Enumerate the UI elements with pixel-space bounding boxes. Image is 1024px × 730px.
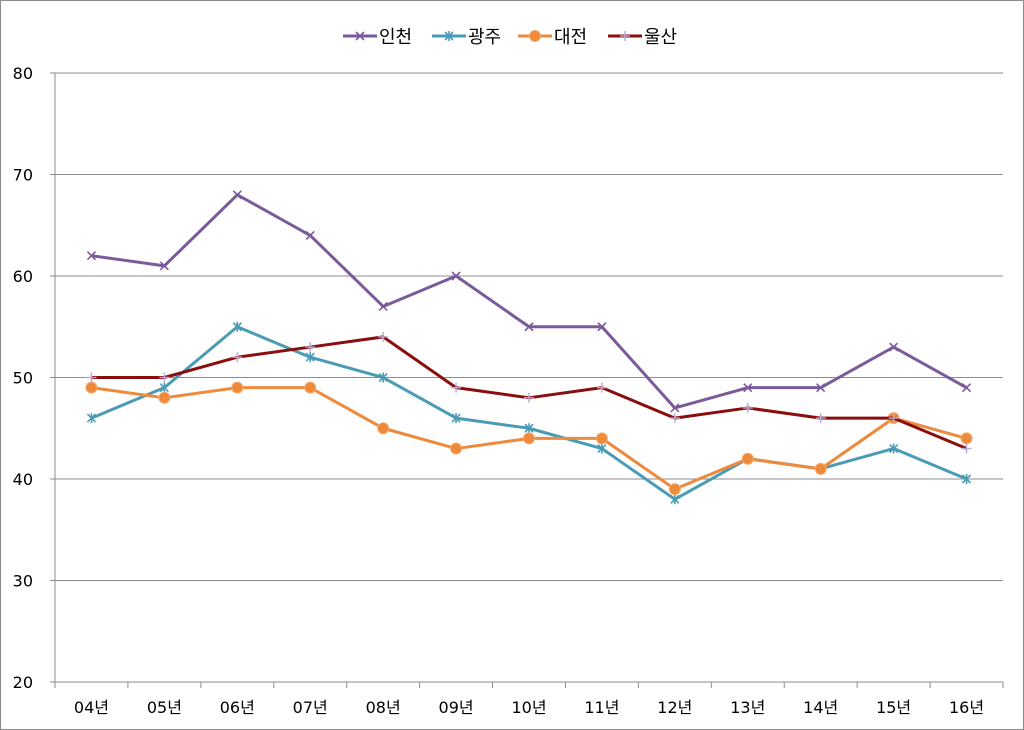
x-tick-label: 07년 — [293, 698, 328, 717]
legend-item: 광주 — [432, 27, 501, 48]
series-layer — [85, 190, 973, 505]
data-point — [451, 271, 461, 281]
data-point — [232, 321, 242, 332]
data-point — [668, 483, 681, 496]
series-광주 — [86, 321, 972, 505]
y-tick-label: 70 — [13, 166, 33, 185]
x-tick-label: 09년 — [439, 698, 474, 717]
y-tick-label: 20 — [13, 673, 33, 692]
x-tick-label: 06년 — [220, 698, 255, 717]
data-point — [960, 432, 973, 445]
legend: 인천 광주 대전 울산 — [343, 27, 677, 48]
data-point — [231, 381, 244, 394]
data-point — [305, 230, 315, 240]
legend-item: 울산 — [608, 27, 677, 48]
data-point — [669, 413, 680, 424]
data-point — [670, 403, 680, 413]
x-tick-label: 10년 — [511, 698, 546, 717]
data-point — [816, 383, 826, 393]
x-tick-label: 08년 — [366, 698, 401, 717]
data-point — [889, 443, 899, 454]
x-tick-label: 05년 — [147, 698, 182, 717]
data-point — [523, 432, 535, 445]
data-point — [524, 392, 534, 403]
data-point — [305, 352, 315, 363]
y-axis-ticks: 20 30 40 50 60 70 80 — [13, 64, 55, 692]
data-point — [741, 452, 754, 465]
x-tick-label: 14년 — [803, 698, 838, 717]
data-point — [889, 342, 899, 352]
y-tick-label: 60 — [13, 267, 33, 286]
x-tick-label: 13년 — [730, 698, 765, 717]
x-tick-label: 04년 — [74, 698, 109, 717]
data-point — [451, 413, 461, 424]
data-point — [378, 301, 388, 312]
data-point — [232, 352, 243, 363]
data-point — [232, 190, 242, 200]
data-point — [596, 382, 607, 393]
x-axis-ticks: 04년 05년 06년 07년 08년 09년 10년 11년 12년 13년 14년 15년 16년 — [54, 682, 1004, 717]
series-울산 — [86, 331, 972, 454]
data-point — [305, 342, 316, 353]
data-point — [961, 474, 972, 484]
legend-label: 울산 — [644, 27, 677, 48]
data-point — [159, 382, 169, 393]
x-tick-label: 15년 — [876, 698, 911, 717]
legend-marker — [444, 31, 454, 41]
series-line — [90, 325, 968, 501]
data-point — [86, 372, 97, 383]
legend-marker — [529, 30, 541, 42]
data-point — [595, 432, 608, 445]
data-point — [86, 251, 97, 261]
y-tick-label: 50 — [13, 369, 33, 388]
data-point — [597, 322, 607, 332]
data-point — [450, 442, 463, 455]
legend-item: 대전 — [518, 27, 587, 48]
legend-label: 광주 — [468, 27, 501, 48]
y-tick-label: 30 — [13, 572, 33, 591]
data-point — [743, 383, 753, 393]
y-tick-label: 80 — [13, 64, 33, 83]
legend-item: 인천 — [343, 27, 412, 48]
series-line — [91, 193, 968, 410]
data-point — [159, 372, 170, 383]
data-point — [961, 443, 972, 454]
x-tick-label: 12년 — [657, 698, 692, 717]
data-point — [597, 443, 607, 454]
x-tick-label: 11년 — [584, 698, 619, 717]
data-point — [961, 383, 972, 393]
data-point — [524, 423, 534, 434]
data-point — [159, 261, 169, 271]
y-tick-label: 40 — [13, 470, 33, 489]
legend-label: 대전 — [554, 27, 587, 48]
data-point — [86, 413, 97, 424]
data-point — [815, 413, 826, 424]
data-point — [85, 381, 98, 394]
data-point — [304, 381, 317, 394]
data-point — [378, 372, 388, 383]
x-tick-label: 16년 — [949, 698, 984, 717]
data-point — [742, 402, 753, 413]
legend-label: 인천 — [379, 27, 412, 48]
data-point — [378, 331, 389, 342]
legend-marker — [355, 31, 365, 41]
data-point — [670, 494, 680, 505]
gridlines — [55, 72, 1003, 581]
data-point — [524, 322, 534, 332]
series-인천 — [86, 190, 972, 413]
data-point — [158, 391, 171, 404]
data-point — [888, 413, 899, 424]
data-point — [814, 462, 827, 475]
legend-marker — [620, 31, 630, 41]
data-point — [451, 382, 462, 393]
data-point — [377, 422, 390, 435]
